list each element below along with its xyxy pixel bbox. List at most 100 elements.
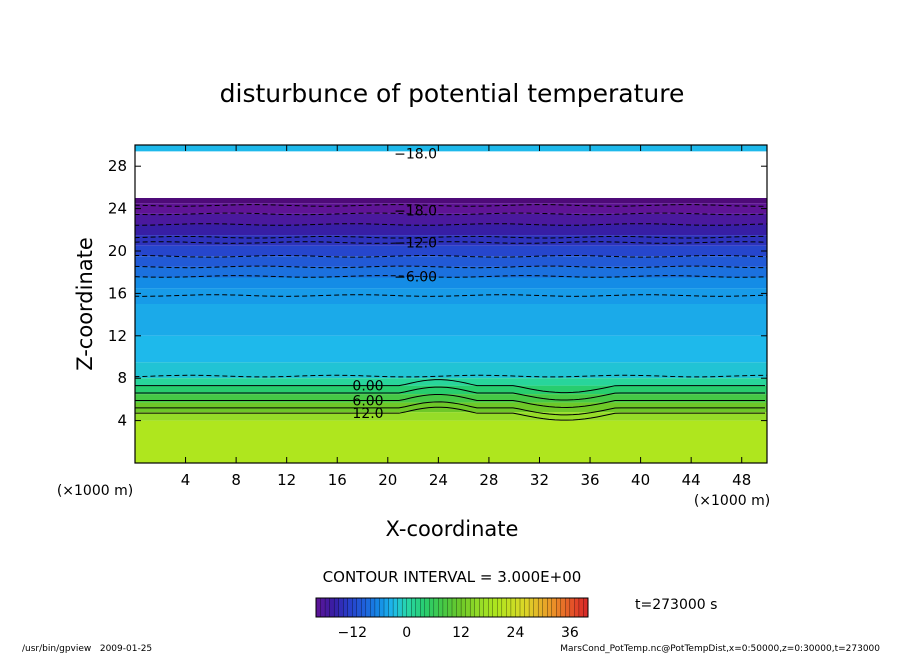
colorbar bbox=[315, 597, 589, 618]
colorbar-cell-41 bbox=[501, 597, 507, 618]
colorbar-tick-label-1: 0 bbox=[402, 625, 411, 641]
x-tick-label-6: 28 bbox=[479, 471, 498, 489]
colorbar-cell-35 bbox=[474, 597, 480, 618]
colorbar-cell-12 bbox=[370, 597, 376, 618]
x-unit-label-left: (×1000 m) bbox=[57, 483, 133, 499]
colorbar-cell-32 bbox=[460, 597, 467, 618]
dashed-contour-1 bbox=[134, 212, 768, 216]
dashed-contour-7 bbox=[134, 275, 768, 278]
x-tick-label-5: 24 bbox=[429, 471, 448, 489]
contour-band-19 bbox=[135, 420, 767, 463]
y-axis-label: Z-coordinate bbox=[73, 237, 97, 371]
y-tick-label-4: 20 bbox=[108, 242, 127, 260]
y-tick-label-3: 16 bbox=[108, 284, 127, 302]
colorbar-cell-3 bbox=[329, 597, 335, 618]
contour-band-8 bbox=[135, 266, 767, 278]
colorbar-cell-31 bbox=[456, 597, 462, 618]
colorbar-cell-29 bbox=[447, 597, 453, 618]
contour-band-2 bbox=[135, 203, 767, 214]
colorbar-cell-14 bbox=[379, 597, 385, 618]
contour-band-17 bbox=[135, 402, 767, 413]
solid-contour-2 bbox=[135, 393, 765, 408]
contour-band-18 bbox=[135, 412, 767, 421]
x-tick-label-1: 8 bbox=[231, 471, 241, 489]
colorbar-cell-13 bbox=[374, 597, 380, 618]
solid-contour-1 bbox=[135, 386, 765, 401]
contour-label-5: 6.00 bbox=[352, 393, 383, 409]
colorbar-cell-53 bbox=[556, 597, 562, 618]
colorbar-cell-37 bbox=[483, 597, 489, 618]
solid-contour-4 bbox=[135, 406, 765, 421]
chart-title: disturbunce of potential temperature bbox=[220, 79, 685, 108]
colorbar-cell-0 bbox=[315, 597, 321, 618]
y-tick-label-5: 24 bbox=[108, 200, 127, 218]
contour-label-2: −12.0 bbox=[394, 236, 437, 252]
dashed-contour-9 bbox=[134, 374, 768, 378]
y-tick-label-1: 8 bbox=[117, 369, 127, 387]
y-tick-label-0: 4 bbox=[117, 412, 127, 430]
colorbar-cell-36 bbox=[479, 597, 485, 618]
colorbar-cell-6 bbox=[343, 597, 349, 618]
colorbar-cell-40 bbox=[497, 597, 503, 618]
colorbar-cell-52 bbox=[551, 597, 557, 618]
colorbar-cell-50 bbox=[542, 597, 548, 618]
colorbar-cell-58 bbox=[578, 597, 584, 618]
y-axis-ticks: 4 8 12 16 20 24 28 bbox=[108, 157, 767, 430]
y-tick-label-6: 28 bbox=[108, 157, 127, 175]
colorbar-cell-16 bbox=[388, 597, 394, 618]
contour-band-11 bbox=[135, 304, 767, 336]
contour-band-12 bbox=[135, 335, 767, 363]
colorbar-cell-47 bbox=[528, 597, 535, 618]
x-tick-label-7: 32 bbox=[530, 471, 549, 489]
x-axis-label: X-coordinate bbox=[386, 517, 519, 541]
colorbar-cell-43 bbox=[510, 597, 516, 618]
contour-band-16 bbox=[135, 394, 767, 403]
colorbar-cell-39 bbox=[492, 597, 498, 618]
contour-band-14 bbox=[135, 378, 767, 386]
colorbar-cell-1 bbox=[320, 597, 326, 618]
contour-interval-label: CONTOUR INTERVAL = 3.000E+00 bbox=[323, 568, 582, 586]
colorbar-cell-27 bbox=[438, 597, 444, 618]
colorbar-cell-57 bbox=[574, 597, 580, 618]
colorbar-cell-28 bbox=[442, 597, 448, 618]
colorbar-cell-30 bbox=[451, 597, 457, 618]
footer-file-info: MarsCond_PotTemp.nc@PotTempDist,x=0:5000… bbox=[560, 644, 880, 654]
colorbar-cell-4 bbox=[333, 597, 340, 618]
colorbar-cell-34 bbox=[469, 597, 476, 618]
footer-program-date: /usr/bin/gpview 2009-01-25 bbox=[22, 644, 152, 654]
colorbar-cell-55 bbox=[565, 597, 571, 618]
colorbar-cell-10 bbox=[361, 597, 367, 618]
contour-label-4: 0.00 bbox=[352, 379, 383, 395]
x-axis-ticks: 4 8 12 16 20 24 28 32 36 40 44 48 bbox=[181, 145, 751, 489]
colorbar-cell-19 bbox=[401, 597, 408, 618]
colorbar-cell-49 bbox=[537, 597, 544, 618]
contour-fill-bands bbox=[135, 145, 767, 463]
contour-label-6: 12.0 bbox=[352, 406, 383, 422]
contour-label-1: −18.0 bbox=[394, 204, 437, 220]
contour-band-3 bbox=[135, 213, 767, 225]
dashed-contour-2 bbox=[134, 223, 768, 226]
contour-band-7 bbox=[135, 256, 767, 267]
colorbar-cell-8 bbox=[352, 597, 358, 618]
x-tick-label-9: 40 bbox=[631, 471, 650, 489]
colorbar-cell-7 bbox=[347, 597, 353, 618]
contour-band-1 bbox=[135, 198, 767, 204]
colorbar-tick-label-3: 24 bbox=[507, 625, 525, 641]
contour-label-3: −6.00 bbox=[394, 269, 437, 285]
x-tick-label-8: 36 bbox=[580, 471, 599, 489]
solid-contour-0 bbox=[135, 379, 765, 394]
contour-lines bbox=[134, 204, 768, 421]
dashed-contour-5 bbox=[134, 255, 768, 258]
x-tick-label-10: 44 bbox=[682, 471, 701, 489]
colorbar-cell-45 bbox=[519, 597, 525, 618]
dashed-contour-0 bbox=[134, 204, 768, 207]
contour-band-13 bbox=[135, 362, 767, 379]
colorbar-cell-46 bbox=[524, 597, 530, 618]
contour-label-0: −18.0 bbox=[394, 146, 437, 162]
x-tick-label-0: 4 bbox=[181, 471, 191, 489]
colorbar-cell-42 bbox=[506, 597, 512, 618]
colorbar-cell-20 bbox=[406, 597, 412, 618]
colorbar-cell-54 bbox=[560, 597, 566, 618]
colorbar-cell-5 bbox=[338, 597, 344, 618]
colorbar-cell-2 bbox=[324, 597, 331, 618]
